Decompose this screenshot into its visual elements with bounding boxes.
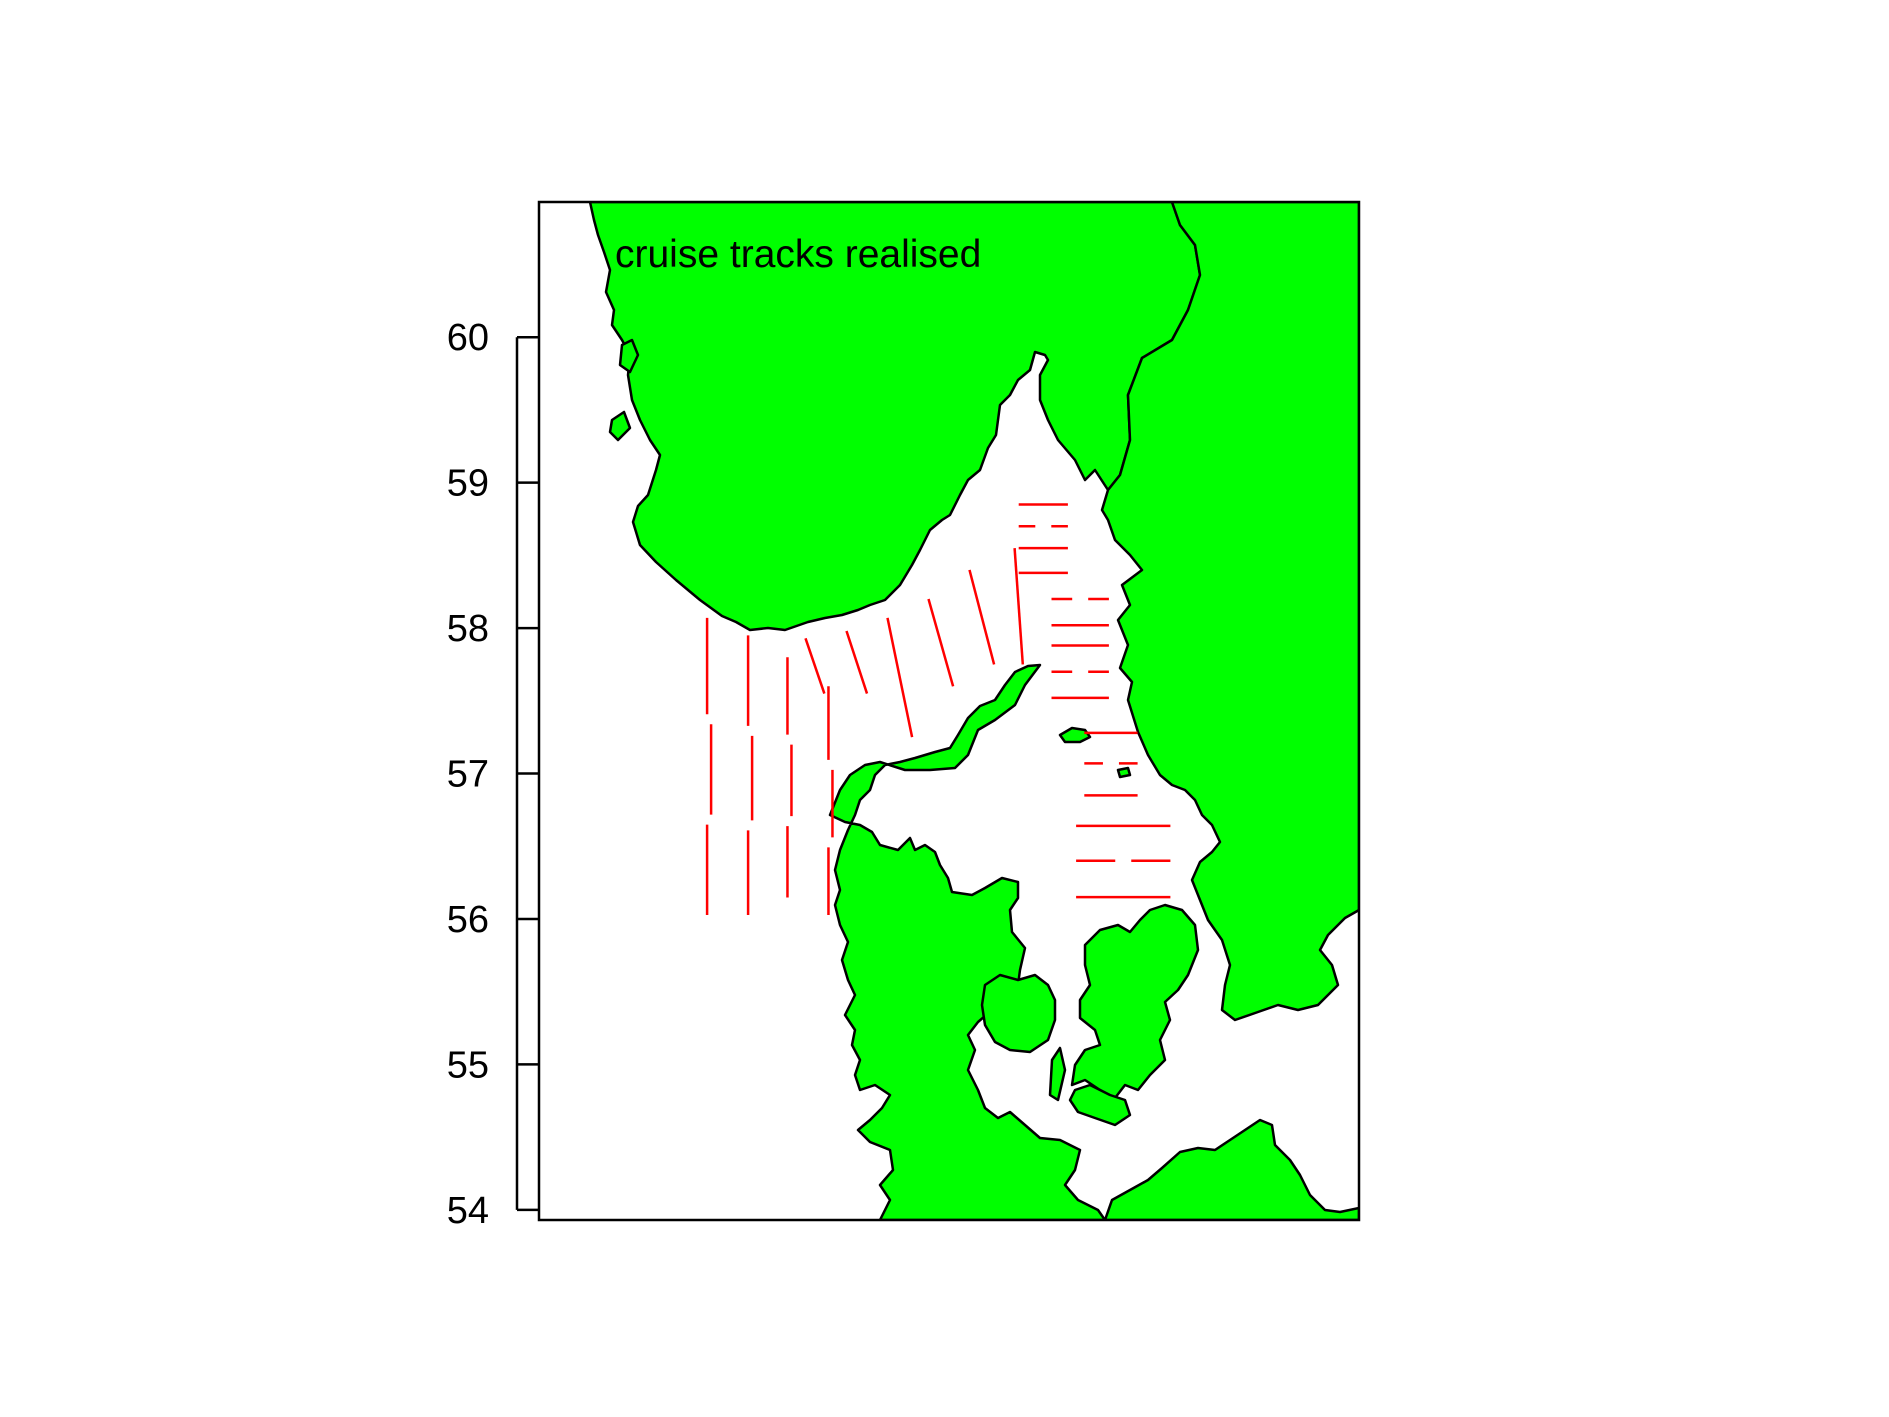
y-tick-label: 59 — [447, 463, 489, 505]
y-tick-label: 57 — [447, 754, 489, 796]
land-funen — [982, 975, 1055, 1052]
map-content — [539, 202, 1359, 1220]
land-anholt — [1118, 768, 1130, 777]
y-tick-label: 55 — [447, 1044, 489, 1086]
y-tick-label: 60 — [447, 317, 489, 359]
y-axis: 54 55 56 57 58 59 60 — [447, 317, 539, 1232]
y-tick-label: 54 — [447, 1190, 489, 1232]
map-title: cruise tracks realised — [615, 233, 981, 276]
y-tick-label: 58 — [447, 608, 489, 650]
y-tick-label: 56 — [447, 899, 489, 941]
